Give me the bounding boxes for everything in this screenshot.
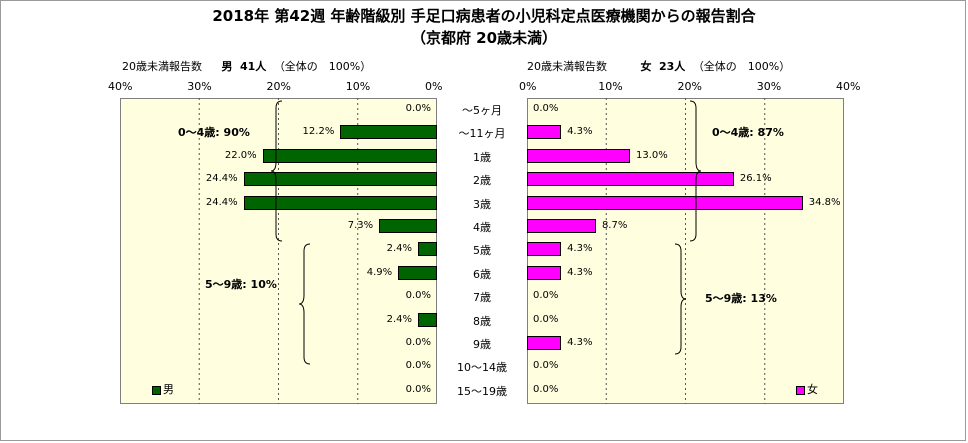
male-value-label: 0.0% bbox=[405, 103, 431, 114]
female-value-label: 8.7% bbox=[601, 220, 628, 231]
age-category-label: 2歳 bbox=[473, 174, 491, 188]
right-tick-label: 0% bbox=[519, 80, 537, 93]
female-bar bbox=[527, 148, 631, 163]
female-value-label: 4.3% bbox=[567, 266, 593, 278]
female-value-label: 0.0% bbox=[533, 360, 559, 372]
female-value-label: 34.8% bbox=[808, 196, 841, 208]
age-category-label: 1歳 bbox=[473, 150, 491, 164]
male-value-label: 0.0% bbox=[405, 290, 431, 302]
female-header-label: 20歳未満報告数 bbox=[527, 60, 607, 73]
male-5-9-summary: 5～9歳: 10% bbox=[205, 278, 277, 291]
female-value-label: 0.0% bbox=[533, 103, 559, 114]
female-value-label: 4.3% bbox=[567, 126, 593, 138]
male-value-label: 24.4% bbox=[205, 173, 238, 185]
age-category-label: 9歳 bbox=[473, 338, 491, 351]
female-value-label: 4.3% bbox=[567, 243, 593, 255]
age-category-label: 4歳 bbox=[473, 221, 491, 234]
left-tick-label: 20% bbox=[266, 80, 291, 93]
male-header-sex: 男 bbox=[221, 60, 233, 73]
chart-subtitle: （京都府 20歳未満） bbox=[410, 29, 558, 47]
female-legend-swatch bbox=[796, 385, 805, 395]
male-value-label: 7.3% bbox=[347, 220, 374, 231]
male-bar bbox=[243, 195, 437, 210]
female-legend: 女 bbox=[796, 381, 818, 397]
chart-title: 2018年 第42週 年齢階級別 手足口病患者の小児科定点医療機関からの報告割合 bbox=[212, 7, 756, 25]
male-0-4-summary: 0～4歳: 90% bbox=[178, 126, 250, 139]
female-bar bbox=[527, 265, 562, 280]
male-header-label: 20歳未満報告数 bbox=[122, 60, 202, 73]
male-value-label: 22.0% bbox=[224, 149, 257, 161]
male-value-label: 12.2% bbox=[302, 126, 335, 138]
age-category-label: 15～19歳 bbox=[457, 384, 507, 398]
male-legend-swatch bbox=[152, 385, 161, 395]
male-5-9-brace bbox=[298, 243, 311, 365]
age-category-label: ～11ヶ月 bbox=[458, 127, 506, 141]
left-tick-label: 0% bbox=[425, 80, 443, 93]
female-bar bbox=[527, 172, 734, 187]
age-category-label: 10～14歳 bbox=[457, 361, 507, 375]
male-bar bbox=[417, 242, 437, 257]
right-tick-label: 20% bbox=[677, 80, 702, 93]
male-value-label: 0.0% bbox=[405, 337, 431, 348]
male-value-label: 0.0% bbox=[405, 360, 431, 372]
male-bar bbox=[398, 265, 437, 280]
female-value-label: 0.0% bbox=[533, 383, 559, 395]
age-category-label: 6歳 bbox=[473, 267, 491, 281]
female-5-9-summary: 5～9歳: 13% bbox=[705, 292, 777, 305]
male-value-label: 2.4% bbox=[386, 243, 412, 255]
female-bar bbox=[527, 125, 562, 140]
male-bar bbox=[340, 125, 437, 140]
male-value-label: 2.4% bbox=[386, 313, 412, 325]
age-category-label: 7歳 bbox=[473, 291, 491, 305]
male-bar bbox=[243, 172, 437, 187]
female-header-count: 23人 bbox=[659, 60, 686, 73]
left-tick-label: 30% bbox=[187, 80, 212, 93]
male-bar bbox=[417, 312, 437, 327]
male-0-4-brace bbox=[270, 100, 283, 242]
female-value-label: 4.3% bbox=[567, 337, 593, 348]
female-header-sex: 女 bbox=[640, 60, 652, 73]
female-0-4-brace bbox=[689, 100, 702, 242]
female-bar bbox=[527, 195, 803, 210]
female-5-9-brace bbox=[674, 243, 687, 355]
male-bar bbox=[379, 219, 437, 233]
right-tick-label: 40% bbox=[836, 80, 861, 93]
female-0-4-summary: 0～4歳: 87% bbox=[712, 126, 784, 139]
age-category-label: 8歳 bbox=[473, 314, 491, 328]
male-legend: 男 bbox=[152, 381, 174, 397]
left-tick-label: 40% bbox=[108, 80, 133, 93]
female-value-label: 0.0% bbox=[533, 313, 559, 325]
female-bar bbox=[527, 219, 596, 233]
male-bar bbox=[262, 148, 437, 163]
right-tick-label: 10% bbox=[598, 80, 623, 93]
male-header: 20歳未満報告数 男 41人 （全体の 100%） bbox=[122, 58, 371, 74]
age-category-label: 5歳 bbox=[473, 244, 491, 258]
female-value-label: 26.1% bbox=[739, 173, 772, 185]
age-category-label: 3歳 bbox=[473, 197, 491, 211]
female-value-label: 0.0% bbox=[533, 290, 559, 302]
male-legend-label: 男 bbox=[163, 383, 174, 396]
female-header: 20歳未満報告数 女 23人 （全体の 100%） bbox=[527, 58, 790, 74]
male-value-label: 0.0% bbox=[405, 383, 431, 395]
male-header-note: （全体の 100%） bbox=[273, 60, 372, 73]
female-bar bbox=[527, 242, 562, 257]
female-value-label: 13.0% bbox=[636, 149, 668, 161]
female-legend-label: 女 bbox=[807, 383, 818, 396]
male-value-label: 4.9% bbox=[366, 266, 393, 278]
male-value-label: 24.4% bbox=[205, 196, 238, 208]
age-category-label: ～5ヶ月 bbox=[462, 104, 502, 117]
female-bar bbox=[527, 336, 562, 350]
left-tick-label: 10% bbox=[345, 80, 371, 93]
male-header-count: 41人 bbox=[240, 60, 267, 73]
right-tick-label: 30% bbox=[756, 80, 782, 93]
female-header-note: （全体の 100%） bbox=[692, 60, 791, 73]
